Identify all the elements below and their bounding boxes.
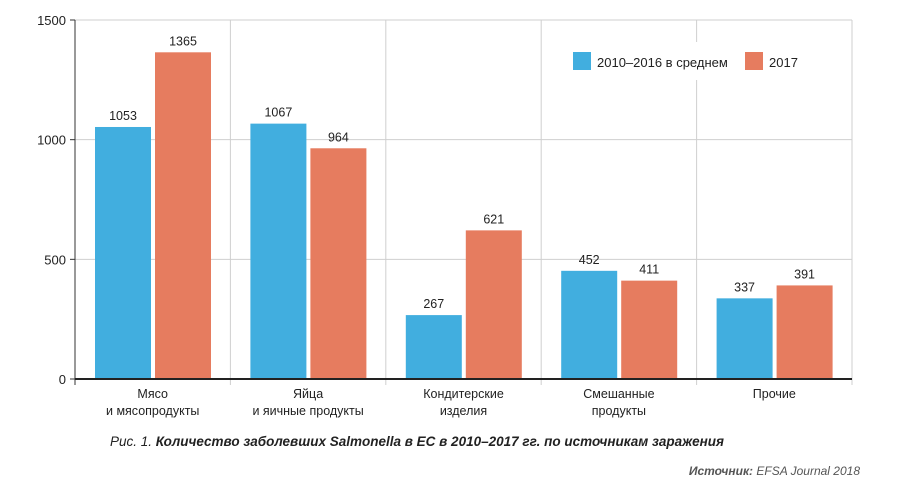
- x-tick-label: и яичные продукты: [252, 404, 363, 418]
- bar: [155, 52, 211, 380]
- figure-caption: Рис. 1. Количество заболевших Salmonella…: [110, 434, 724, 449]
- source-label: Источник:: [688, 464, 754, 478]
- data-label: 267: [423, 297, 444, 311]
- data-label: 621: [483, 212, 504, 226]
- y-tick-label: 500: [44, 252, 66, 267]
- legend-background: [565, 42, 815, 80]
- legend-label: 2010–2016 в среднем: [597, 55, 728, 70]
- x-tick-label: Яйца: [293, 387, 323, 401]
- bar: [250, 123, 307, 379]
- bar: [561, 270, 618, 379]
- x-tick-label: Смешанные: [583, 387, 654, 401]
- bar: [310, 148, 367, 379]
- bar: [95, 126, 151, 380]
- source-note: Источник: EFSA Journal 2018: [689, 464, 860, 478]
- data-label: 452: [579, 253, 600, 267]
- data-label: 964: [328, 130, 349, 144]
- bar: [465, 230, 522, 379]
- y-tick-label: 1500: [37, 13, 66, 28]
- x-tick-label: изделия: [440, 404, 487, 418]
- caption-prefix: Рис. 1.: [110, 434, 156, 449]
- legend-label: 2017: [769, 55, 798, 70]
- source-text: EFSA Journal 2018: [753, 464, 860, 478]
- data-label: 1053: [109, 109, 137, 123]
- data-label: 337: [734, 280, 755, 294]
- bar-chart: 0 500 1000 1500 2010–2016 в среднем 2017 1053 1…: [37, 13, 853, 418]
- data-label: 411: [639, 263, 659, 277]
- x-tick-label: Мясо: [137, 387, 168, 401]
- bar: [621, 280, 678, 379]
- legend-swatch: [745, 52, 763, 70]
- bar: [716, 298, 773, 379]
- x-tick-label: Кондитерские: [423, 387, 504, 401]
- data-label: 1365: [169, 34, 197, 48]
- bar: [405, 315, 462, 379]
- y-tick-label: 0: [59, 372, 66, 387]
- x-tick-label: и мясопродукты: [106, 404, 199, 418]
- y-tick-label: 1000: [37, 133, 66, 148]
- x-tick-label: Прочие: [753, 387, 796, 401]
- bar: [776, 285, 833, 379]
- data-label: 391: [794, 267, 815, 281]
- caption-text: Количество заболевших Salmonella в ЕС в …: [155, 434, 724, 449]
- x-tick-label: продукты: [592, 404, 646, 418]
- legend-swatch: [573, 52, 591, 70]
- data-label: 1067: [264, 106, 292, 120]
